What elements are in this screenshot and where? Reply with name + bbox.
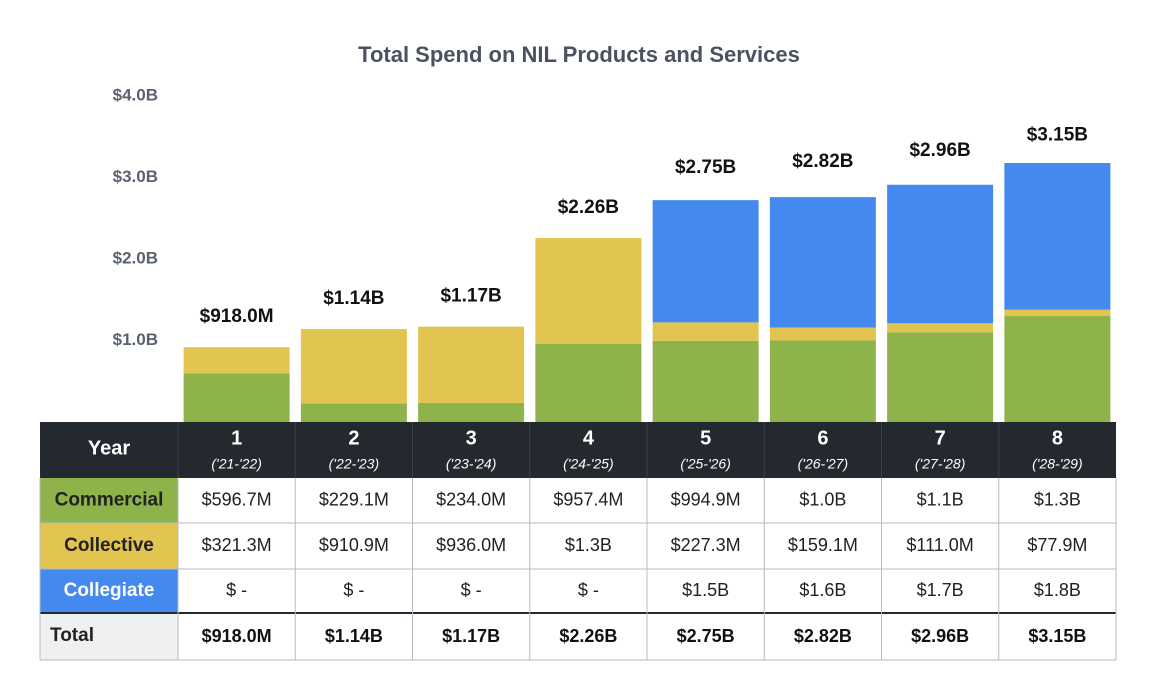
year-label: 4 (583, 427, 595, 449)
table-cell: $321.3M (202, 535, 272, 555)
row-header-cell (40, 478, 178, 523)
total-label: $918.0M (200, 306, 274, 327)
table-cell: $ - (578, 580, 599, 600)
table-cell: $1.3B (1034, 489, 1081, 509)
table-cell: $ - (226, 580, 247, 600)
bar-segment (183, 347, 290, 374)
bar-segment (887, 323, 994, 333)
year-label: 8 (1052, 427, 1063, 449)
total-cell: $2.82B (794, 626, 852, 646)
period-label: ('23-'24) (446, 456, 496, 472)
row-header: Commercial (55, 490, 164, 511)
bar-segment (418, 402, 525, 422)
table-cell: $229.1M (319, 489, 389, 509)
table-cell: $ - (461, 580, 482, 600)
bar-segment (535, 343, 642, 422)
total-label: $1.14B (323, 288, 384, 309)
table-cell: $596.7M (202, 489, 272, 509)
y-tick-label: $3.0B (113, 167, 158, 186)
period-label: ('24-'25) (563, 456, 613, 472)
bar-segment (535, 238, 642, 344)
total-cell: $3.15B (1028, 626, 1086, 646)
total-cell: $2.75B (677, 626, 735, 646)
bar-segment (652, 200, 759, 323)
row-header: Collective (64, 535, 154, 556)
total-header: Total (50, 625, 94, 646)
total-cell: $1.17B (442, 626, 500, 646)
bar-segment (769, 340, 876, 422)
bar-segment (1004, 309, 1111, 317)
table-cell: $77.9M (1027, 535, 1087, 555)
total-cell: $2.26B (559, 626, 617, 646)
table-cell: $1.8B (1034, 580, 1081, 600)
bar-segment (300, 403, 407, 422)
total-label: $2.26B (558, 197, 619, 218)
table-cell: $910.9M (319, 535, 389, 555)
table-cell: $1.1B (917, 489, 964, 509)
total-cell: $2.96B (911, 626, 969, 646)
total-header-cell (40, 613, 178, 660)
y-tick-label: $2.0B (113, 248, 158, 267)
table-cell: $957.4M (553, 489, 623, 509)
y-tick-label: $4.0B (113, 85, 158, 104)
bar-segment (1004, 316, 1111, 422)
bar-segment (769, 197, 876, 328)
total-cell: $1.14B (325, 626, 383, 646)
bar-segment (887, 332, 994, 422)
period-label: ('22-'23) (329, 456, 379, 472)
year-label: 2 (348, 427, 359, 449)
period-label: ('28-'29) (1032, 456, 1082, 472)
table-cell: $1.6B (799, 580, 846, 600)
bar-segment (300, 329, 407, 404)
period-label: ('25-'26) (680, 456, 730, 472)
table-cell: $159.1M (788, 535, 858, 555)
row-header-cell (40, 523, 178, 569)
period-label: ('26-'27) (798, 456, 848, 472)
table-header: Year (88, 437, 130, 459)
row-header: Collegiate (64, 580, 155, 601)
bar-segment (769, 327, 876, 341)
table-cell: $936.0M (436, 535, 506, 555)
total-label: $2.96B (909, 140, 970, 161)
total-cell: $918.0M (202, 626, 272, 646)
year-label: 1 (231, 427, 242, 449)
table-cell: $1.3B (565, 535, 612, 555)
table-cell: $1.7B (917, 580, 964, 600)
year-label: 3 (466, 427, 477, 449)
row-header-cell (40, 569, 178, 613)
year-label: 5 (700, 427, 711, 449)
total-label: $2.82B (792, 151, 853, 172)
bar-segment (652, 322, 759, 341)
total-label: $2.75B (675, 157, 736, 178)
table-cell: $ - (343, 580, 364, 600)
table-cell: $227.3M (671, 535, 741, 555)
bar-segment (418, 326, 525, 403)
table-cell: $234.0M (436, 489, 506, 509)
table-cell: $1.0B (799, 489, 846, 509)
total-label: $1.17B (440, 286, 501, 307)
period-label: ('27-'28) (915, 456, 965, 472)
year-label: 7 (935, 427, 946, 449)
period-label: ('21-'22) (211, 456, 261, 472)
bar-segment (183, 373, 290, 422)
table-header-row (40, 422, 1116, 478)
total-label: $3.15B (1027, 124, 1088, 145)
bar-segment (1004, 163, 1111, 310)
table-cell: $111.0M (906, 535, 973, 555)
y-tick-label: $1.0B (113, 330, 158, 349)
bar-segment (887, 184, 994, 324)
bar-segment (652, 340, 759, 422)
chart-title: Total Spend on NIL Products and Services (358, 42, 800, 67)
table-cell: $1.5B (682, 580, 729, 600)
year-label: 6 (817, 427, 828, 449)
table-cell: $994.9M (671, 489, 741, 509)
